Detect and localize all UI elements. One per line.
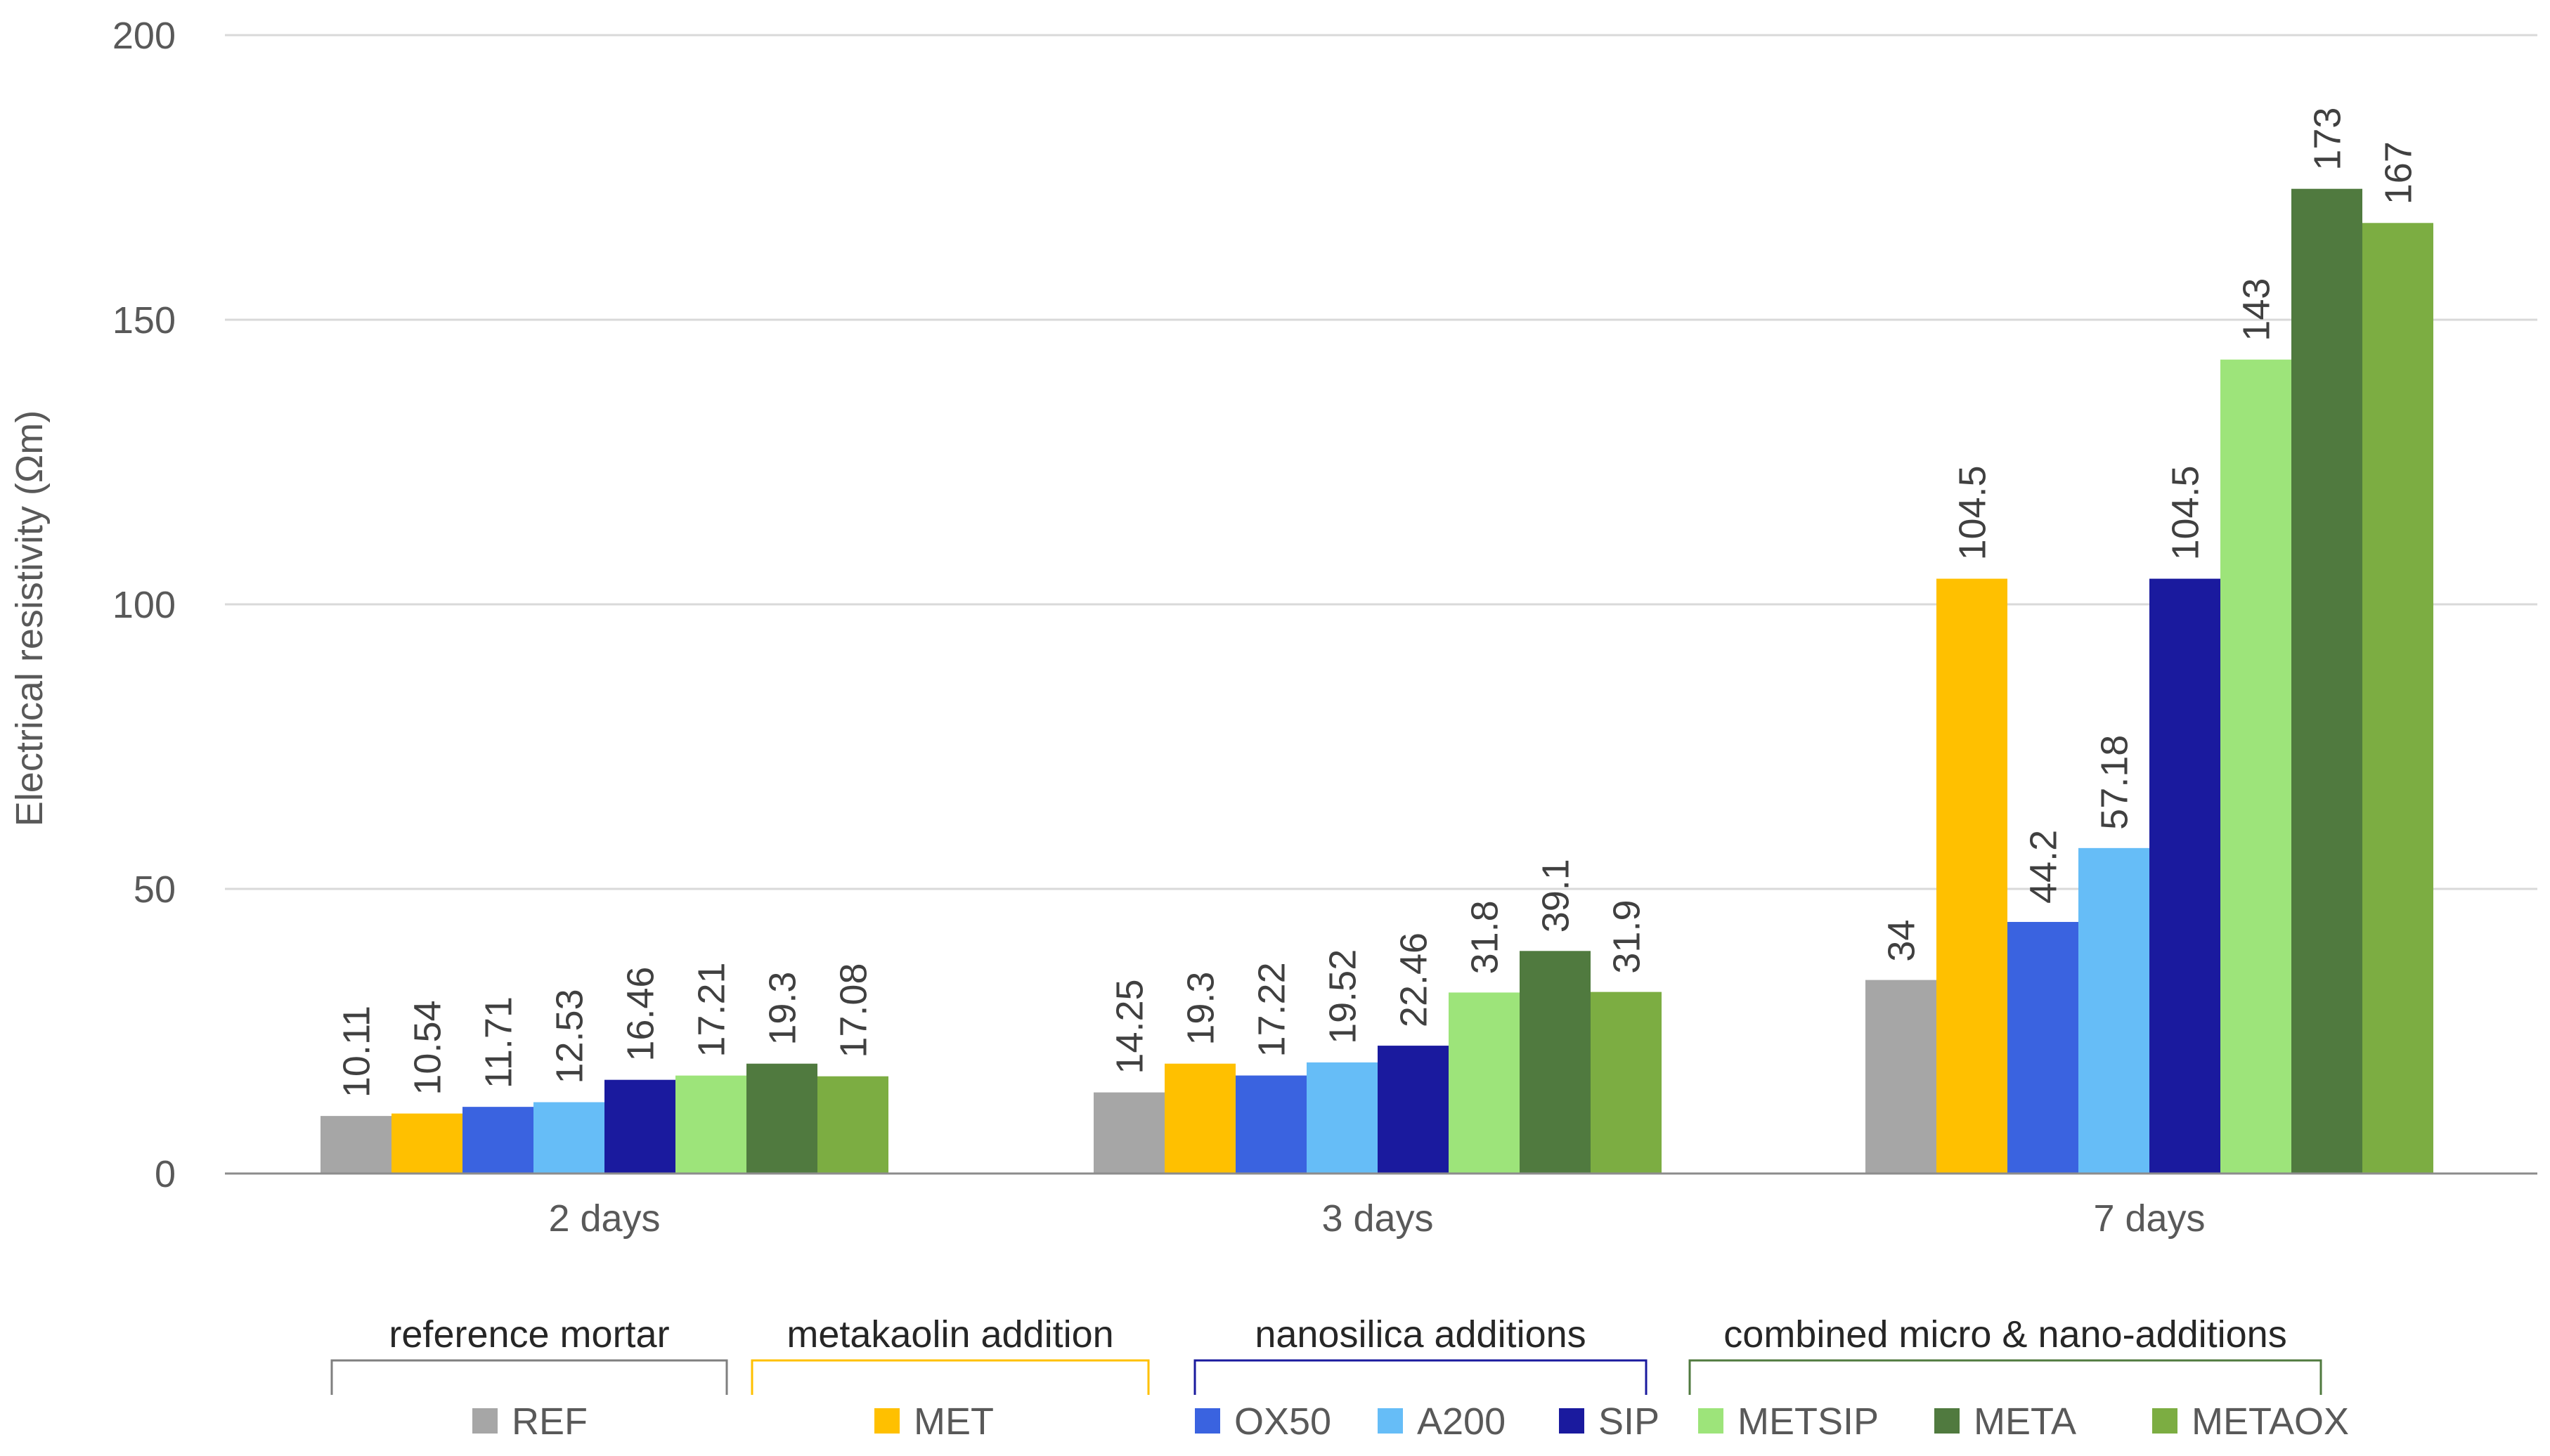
bar-sip xyxy=(1378,1046,1449,1174)
legend-swatch-ref xyxy=(472,1408,498,1434)
legend-swatch-meta xyxy=(1934,1408,1960,1434)
data-label: 19.3 xyxy=(1180,972,1222,1046)
bar-metaox xyxy=(1591,992,1662,1174)
bar-ox50 xyxy=(462,1107,533,1174)
y-tick-label: 50 xyxy=(134,869,176,911)
data-label: 17.22 xyxy=(1251,962,1293,1057)
y-tick-label: 200 xyxy=(112,15,176,57)
legend-swatch-met xyxy=(874,1408,900,1434)
bar-meta xyxy=(2291,188,2362,1174)
legend-swatch-metaox xyxy=(2152,1408,2177,1434)
data-label: 57.18 xyxy=(2094,735,2136,830)
bar-metsip xyxy=(675,1075,746,1174)
bar-ref xyxy=(1094,1092,1165,1174)
bar-met xyxy=(1936,578,2007,1174)
data-label: 104.5 xyxy=(1952,465,1994,560)
legend-label-ref: REF xyxy=(512,1400,588,1443)
y-tick-label: 0 xyxy=(155,1153,176,1195)
x-axis-ticks: 2 days 3 days 7 days xyxy=(548,1197,2205,1240)
legend-group-title: reference mortar xyxy=(389,1313,669,1356)
x-tick-label: 7 days xyxy=(2093,1197,2205,1240)
data-label: 31.8 xyxy=(1464,900,1506,974)
data-label: 104.5 xyxy=(2165,465,2207,560)
legend-label-metaox: METAOX xyxy=(2192,1400,2349,1443)
legend-group-title: nanosilica additions xyxy=(1255,1313,1586,1356)
legend-label-meta: META xyxy=(1974,1400,2076,1443)
bar-met xyxy=(391,1113,462,1174)
legend-label-a200: A200 xyxy=(1417,1400,1506,1443)
bar-meta xyxy=(746,1063,817,1174)
y-tick-label: 150 xyxy=(112,299,176,342)
legend-group-title: combined micro & nano-additions xyxy=(1723,1313,2286,1356)
bar-sip xyxy=(2149,578,2220,1174)
data-label: 44.2 xyxy=(2023,830,2065,904)
legend-group-bracket xyxy=(1688,1359,2322,1395)
data-label: 19.3 xyxy=(762,972,804,1046)
legend-swatch-a200 xyxy=(1378,1408,1403,1434)
legend-group-title: metakaolin addition xyxy=(787,1313,1113,1356)
bar-a200 xyxy=(1307,1062,1378,1174)
legend-group-bracket xyxy=(330,1359,728,1395)
bar-ref xyxy=(321,1116,391,1174)
bar-met xyxy=(1165,1063,1236,1174)
data-label: 16.46 xyxy=(620,967,662,1062)
bar-metaox xyxy=(817,1076,888,1174)
legend-label-metsip: METSIP xyxy=(1737,1400,1879,1443)
data-label: 10.54 xyxy=(407,1000,449,1095)
bar-ox50 xyxy=(2007,921,2078,1174)
bar-sip xyxy=(604,1079,675,1174)
data-label: 10.11 xyxy=(336,1006,378,1098)
y-axis-ticks: 0 50 100 150 200 xyxy=(112,15,176,1195)
data-label: 17.21 xyxy=(691,962,733,1057)
data-labels: 10.11 10.54 11.71 12.53 16.46 17.21 19.3 17.08 1… xyxy=(336,108,2420,1098)
data-label: 22.46 xyxy=(1393,932,1435,1027)
legend-label-sip: SIP xyxy=(1598,1400,1659,1443)
bar-ref xyxy=(1865,980,1936,1174)
data-label: 12.53 xyxy=(549,989,591,1084)
bar-metsip xyxy=(1449,992,1520,1174)
legend-swatch-sip xyxy=(1559,1408,1584,1434)
data-label: 17.08 xyxy=(833,963,875,1058)
legend-label-ox50: OX50 xyxy=(1234,1400,1331,1443)
data-label: 14.25 xyxy=(1109,979,1151,1074)
bars xyxy=(321,188,2433,1174)
legend: reference mortar REF metakaolin addition ME… xyxy=(330,1313,2349,1443)
legend-group-bracket xyxy=(1193,1359,1648,1395)
data-label: 34 xyxy=(1881,920,1923,962)
legend-swatch-ox50 xyxy=(1195,1408,1220,1434)
legend-swatch-metsip xyxy=(1698,1408,1723,1434)
bar-meta xyxy=(1520,951,1591,1174)
legend-label-met: MET xyxy=(914,1400,994,1443)
data-label: 39.1 xyxy=(1535,859,1577,932)
y-axis-title: Electrical resistivity (Ωm) xyxy=(8,410,51,826)
x-tick-label: 3 days xyxy=(1321,1197,1433,1240)
data-label: 11.71 xyxy=(478,996,520,1088)
bar-ox50 xyxy=(1236,1075,1307,1174)
data-label: 31.9 xyxy=(1606,900,1648,974)
bar-metsip xyxy=(2220,359,2291,1174)
y-tick-label: 100 xyxy=(112,584,176,626)
bar-a200 xyxy=(533,1102,604,1174)
legend-group-bracket xyxy=(751,1359,1150,1395)
data-label: 19.52 xyxy=(1322,949,1364,1044)
data-label: 143 xyxy=(2236,278,2278,342)
data-label: 167 xyxy=(2378,141,2420,204)
bar-a200 xyxy=(2078,847,2149,1174)
bar-metaox xyxy=(2362,223,2433,1174)
data-label: 173 xyxy=(2307,108,2349,171)
x-tick-label: 2 days xyxy=(548,1197,660,1240)
